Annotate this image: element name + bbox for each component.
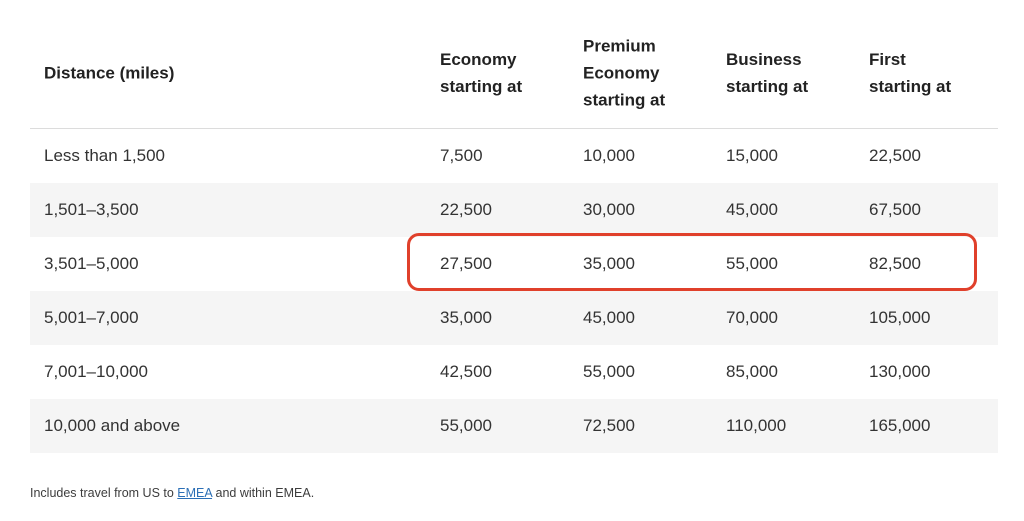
economy-cell: 42,500 <box>440 362 492 381</box>
premium-economy-cell: 30,000 <box>583 200 635 219</box>
premium-economy-cell: 35,000 <box>583 254 635 273</box>
economy-cell: 55,000 <box>440 416 492 435</box>
header-distance: Distance (miles) <box>44 63 175 83</box>
economy-cell: 27,500 <box>440 254 492 273</box>
distance-cell: 5,001–7,000 <box>44 308 139 327</box>
header-business: Business starting at <box>726 50 809 96</box>
distance-cell: 7,001–10,000 <box>44 362 148 381</box>
premium-economy-cell: 72,500 <box>583 416 635 435</box>
business-cell: 55,000 <box>726 254 778 273</box>
economy-cell: 22,500 <box>440 200 492 219</box>
first-cell: 22,500 <box>869 146 921 165</box>
distance-cell: 1,501–3,500 <box>44 200 139 219</box>
business-cell: 45,000 <box>726 200 778 219</box>
business-cell: 110,000 <box>726 416 787 435</box>
business-cell: 15,000 <box>726 146 778 165</box>
first-cell: 67,500 <box>869 200 921 219</box>
table-row: 5,001–7,000 35,000 45,000 70,000 105,000 <box>30 291 998 345</box>
header-economy: Economy starting at <box>440 50 523 96</box>
economy-cell: 7,500 <box>440 146 483 165</box>
table-row: 1,501–3,500 22,500 30,000 45,000 67,500 <box>30 183 998 237</box>
table-header-row: Distance (miles) Economy starting at Pre… <box>30 18 998 129</box>
footnote-prefix: Includes travel from US to <box>30 486 178 500</box>
first-cell: 105,000 <box>869 308 931 327</box>
table-row: 10,000 and above 55,000 72,500 110,000 1… <box>30 399 998 453</box>
table-row: 7,001–10,000 42,500 55,000 85,000 130,00… <box>30 345 998 399</box>
business-cell: 85,000 <box>726 362 778 381</box>
business-cell: 70,000 <box>726 308 778 327</box>
premium-economy-cell: 55,000 <box>583 362 635 381</box>
distance-cell: Less than 1,500 <box>44 146 165 165</box>
footnote: Includes travel from US to EMEA and with… <box>30 486 314 500</box>
distance-cell: 10,000 and above <box>44 416 181 435</box>
emea-link[interactable]: EMEA <box>177 486 213 500</box>
first-cell: 82,500 <box>869 254 921 273</box>
award-chart-table: Distance (miles) Economy starting at Pre… <box>30 18 998 453</box>
distance-cell: 3,501–5,000 <box>44 254 139 273</box>
premium-economy-cell: 45,000 <box>583 308 635 327</box>
economy-cell: 35,000 <box>440 308 492 327</box>
footnote-suffix: and within EMEA. <box>212 486 315 500</box>
first-cell: 165,000 <box>869 416 931 435</box>
premium-economy-cell: 10,000 <box>583 146 635 165</box>
table-row-highlighted: 3,501–5,000 27,500 35,000 55,000 82,500 <box>30 237 998 291</box>
table-row: Less than 1,500 7,500 10,000 15,000 22,5… <box>30 129 998 183</box>
header-first: First starting at <box>869 50 952 96</box>
first-cell: 130,000 <box>869 362 931 381</box>
header-premium-economy: Premium Economy starting at <box>583 36 666 110</box>
